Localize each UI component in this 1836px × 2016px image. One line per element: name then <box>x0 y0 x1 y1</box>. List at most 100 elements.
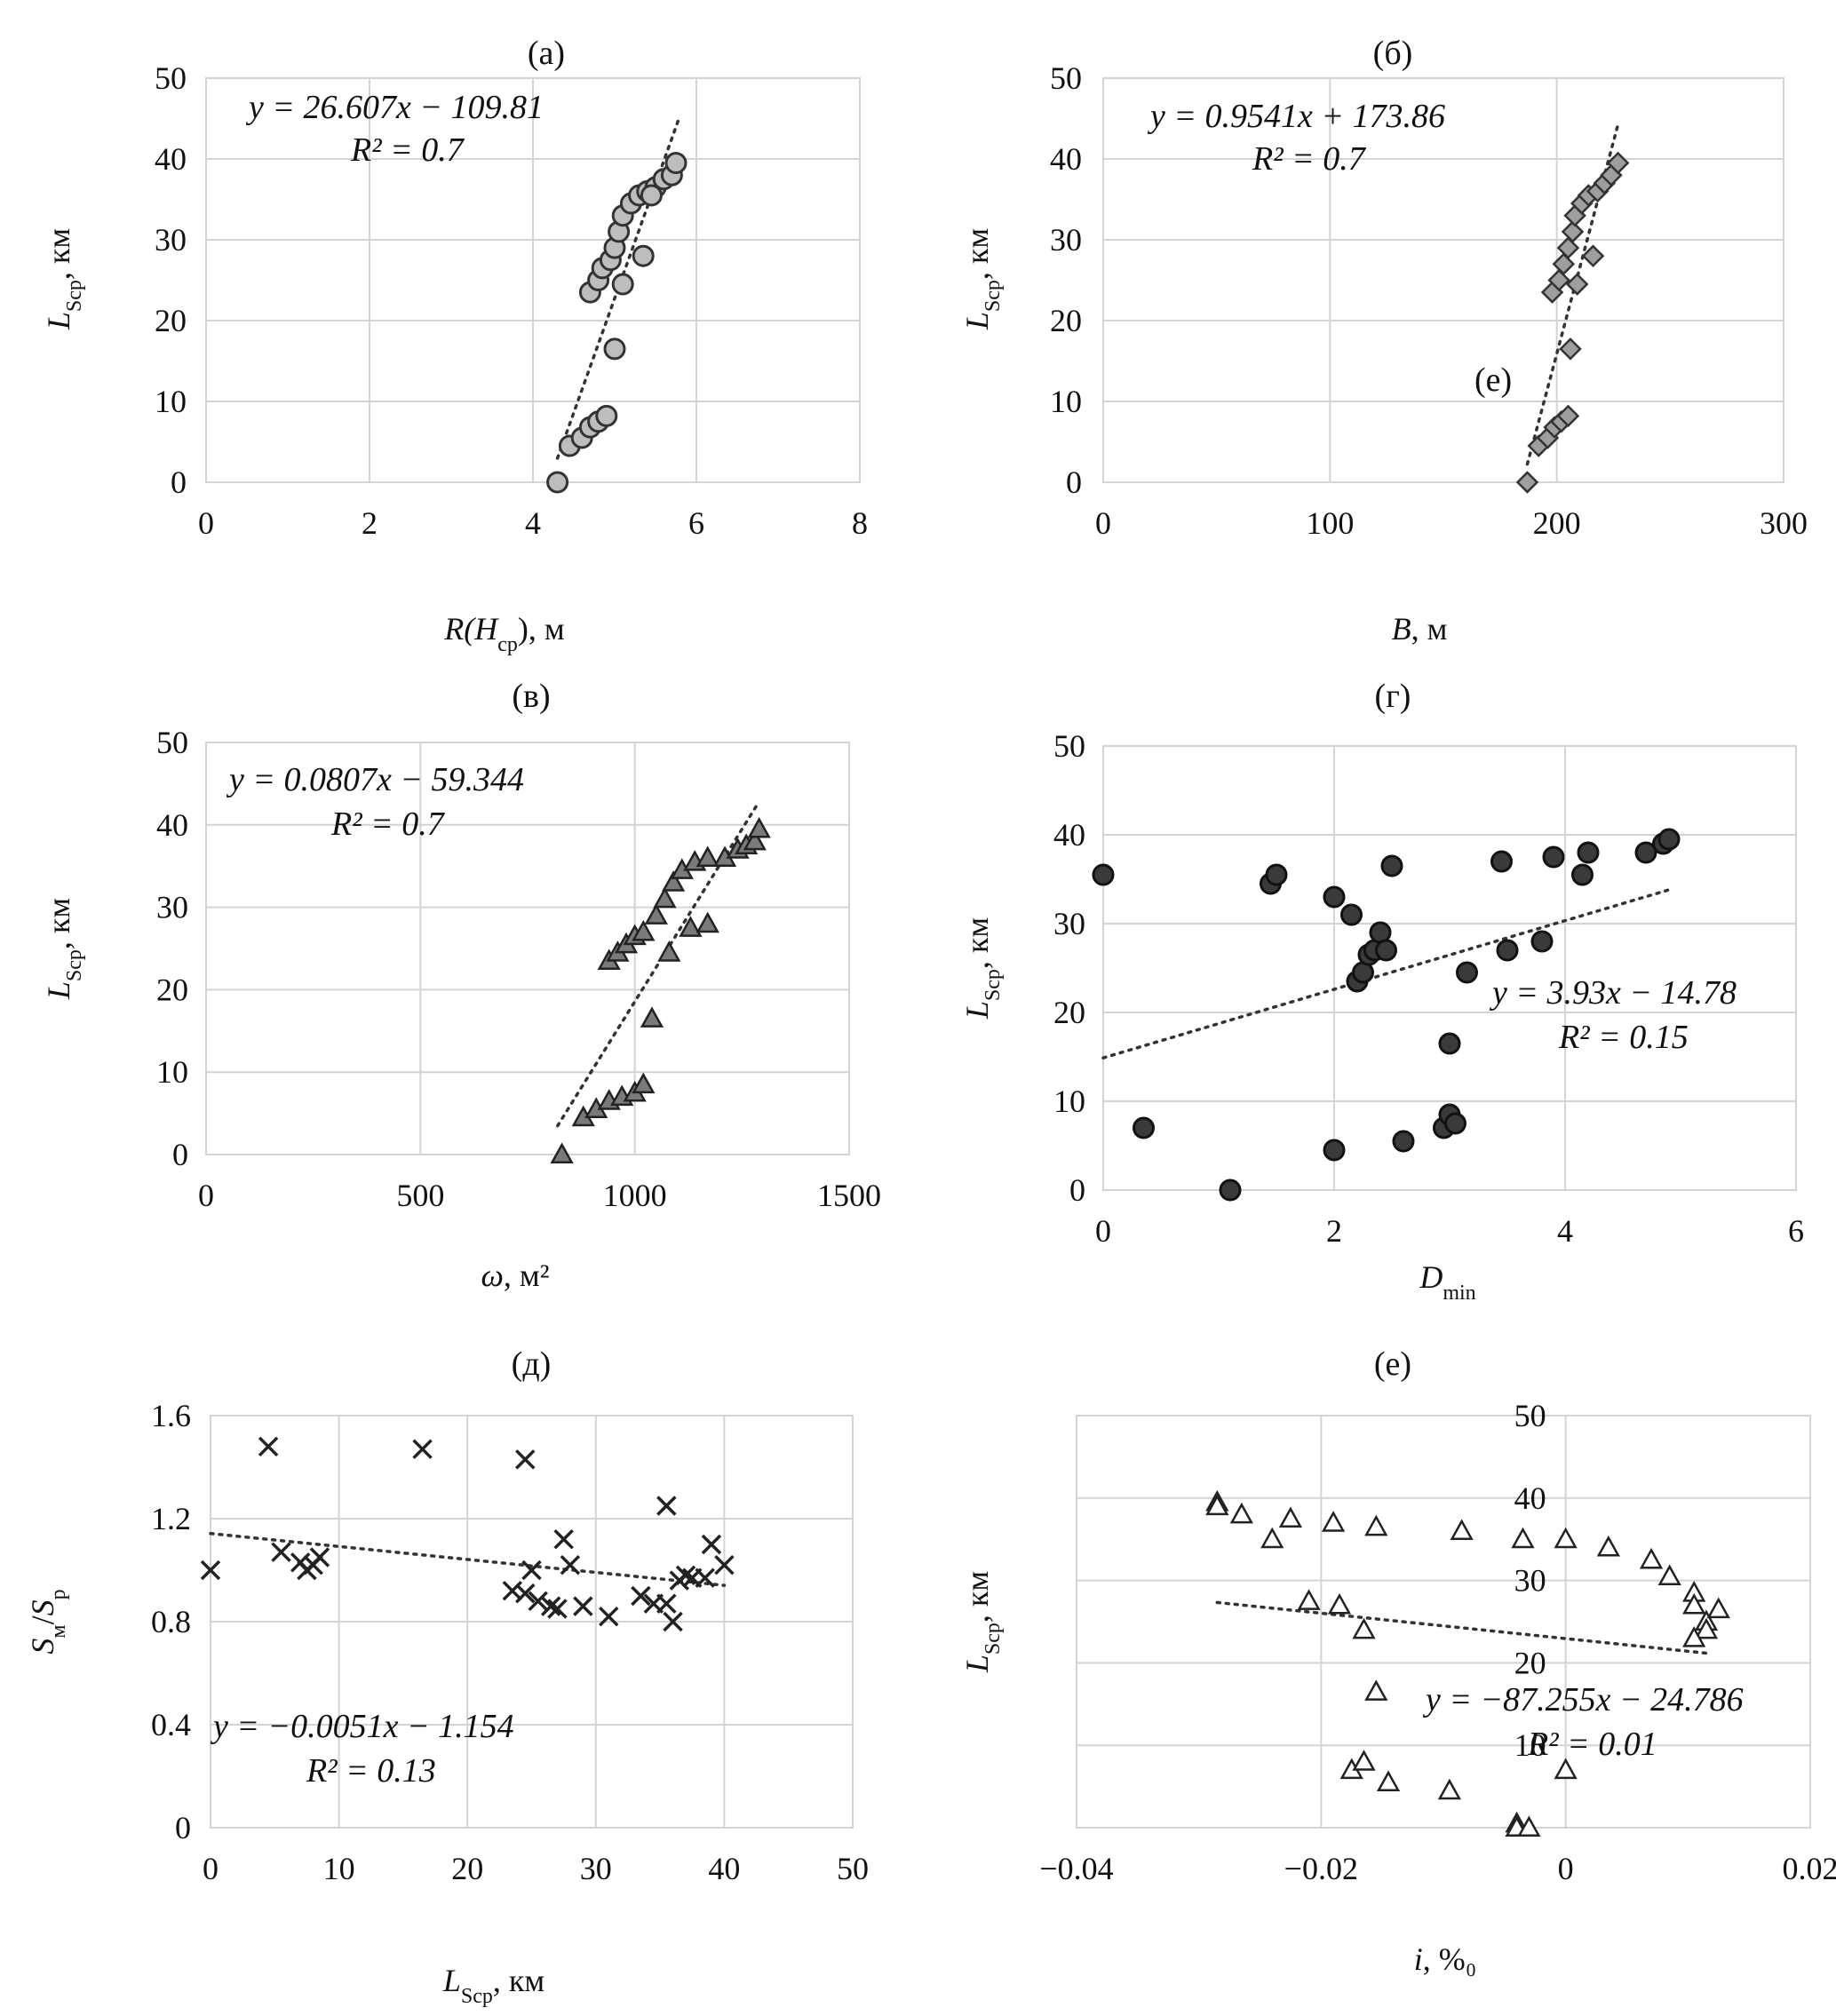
data-point <box>1380 854 1403 877</box>
x-axis-label: i, %₀ <box>1414 1941 1477 1977</box>
y-tick-label: 0 <box>1069 1172 1085 1208</box>
r-squared: R² = 0.01 <box>1527 1726 1657 1763</box>
x-tick-label: 30 <box>580 1851 612 1886</box>
data-point <box>1657 1564 1681 1586</box>
y-tick-label: 40 <box>1053 817 1085 853</box>
x-tick-label: −0.02 <box>1284 1851 1358 1886</box>
y-axis-label: LSср, км <box>41 228 86 330</box>
data-point <box>747 816 771 838</box>
data-point <box>656 1496 677 1516</box>
data-point <box>1556 404 1580 428</box>
data-point <box>540 1596 561 1616</box>
data-point <box>663 1611 683 1632</box>
data-point <box>675 1565 696 1586</box>
data-point <box>1515 471 1539 494</box>
x-tick-label: 50 <box>837 1851 869 1886</box>
data-point <box>695 911 719 933</box>
y-tick-label: 20 <box>156 972 188 1007</box>
y-tick-label: 0 <box>171 464 187 500</box>
data-point <box>1694 1617 1719 1639</box>
annotation: (е) <box>1474 361 1512 399</box>
y-tick-label: 40 <box>156 807 188 843</box>
data-point <box>1352 1617 1376 1639</box>
plot-area <box>205 742 850 1155</box>
trend-equation: y = −87.255x − 24.786 <box>1422 1681 1744 1718</box>
data-point <box>1542 845 1565 869</box>
data-point <box>657 941 681 962</box>
y-tick-label: 1.2 <box>151 1501 191 1536</box>
chart-title: (в) <box>512 678 550 715</box>
x-tick-label: 200 <box>1533 505 1581 541</box>
data-point <box>1565 273 1589 296</box>
y-tick-label: 20 <box>1514 1645 1546 1680</box>
data-point <box>1133 1116 1155 1139</box>
data-point <box>695 845 719 867</box>
x-axis-label: LSср, км <box>442 1963 544 2008</box>
x-tick-label: 1500 <box>817 1178 881 1213</box>
data-point <box>1340 903 1363 926</box>
data-point <box>632 1072 656 1094</box>
data-point <box>1260 1527 1284 1549</box>
y-tick-label: 10 <box>1053 1083 1085 1119</box>
y-tick-label: 20 <box>1053 995 1085 1030</box>
y-tick-label: 30 <box>1514 1563 1546 1599</box>
data-point <box>1657 828 1681 851</box>
data-point <box>632 244 655 267</box>
y-tick-label: 50 <box>155 60 187 96</box>
data-point <box>515 1583 536 1604</box>
x-axis-label: B, м <box>1392 611 1448 647</box>
x-tick-label: 4 <box>1557 1213 1573 1249</box>
data-point <box>1352 1750 1376 1771</box>
data-point <box>1323 885 1346 909</box>
x-tick-label: 500 <box>396 1178 444 1213</box>
r-squared: R² = 0.7 <box>1252 140 1367 178</box>
x-tick-label: 0 <box>1095 1213 1111 1249</box>
data-point <box>1321 1511 1346 1532</box>
data-point <box>1265 863 1288 886</box>
data-point <box>1456 961 1478 984</box>
data-point <box>1511 1527 1535 1549</box>
data-point <box>1606 151 1630 175</box>
data-point <box>1554 1527 1578 1549</box>
data-point <box>1554 1758 1578 1780</box>
y-tick-label: 30 <box>1053 906 1085 941</box>
chart-title: (е) <box>1374 1345 1411 1383</box>
data-point <box>1364 1514 1388 1536</box>
data-point <box>1450 1519 1474 1540</box>
x-tick-label: 40 <box>708 1851 740 1886</box>
trend-equation: y = 0.9541x + 173.86 <box>1147 98 1445 135</box>
data-point <box>603 337 626 361</box>
data-point <box>1556 236 1580 259</box>
data-point <box>1438 1032 1461 1055</box>
x-tick-label: 20 <box>451 1851 483 1886</box>
x-tick-label: 100 <box>1306 505 1354 541</box>
x-tick-label: 2 <box>362 505 378 541</box>
r-squared: R² = 0.13 <box>306 1752 436 1790</box>
data-point <box>573 1596 593 1616</box>
y-tick-label: 0 <box>1066 464 1082 500</box>
x-tick-label: 10 <box>323 1851 355 1886</box>
data-point <box>1639 1547 1664 1569</box>
chart-title: (д) <box>512 1345 552 1383</box>
x-tick-label: 0 <box>1095 505 1111 541</box>
trend-equation: y = 3.93x − 14.78 <box>1489 974 1737 1012</box>
y-tick-label: 40 <box>155 141 187 177</box>
trend-equation: y = 26.607x − 109.81 <box>245 89 544 126</box>
data-point <box>1552 252 1576 276</box>
data-point <box>1323 1139 1346 1162</box>
data-point <box>1092 863 1115 886</box>
data-point <box>701 1534 722 1555</box>
y-tick-label: 40 <box>1050 141 1082 177</box>
data-point <box>1444 1112 1466 1135</box>
data-point <box>595 404 618 427</box>
data-point <box>644 903 668 925</box>
chart-v: 0 500 1000 1500 0 10 20 30 40 50 (в) ω, м² LSср, км y… <box>41 678 881 1293</box>
trendline <box>556 799 761 1128</box>
chart-g: 0 2 4 6 0 10 20 30 40 50 (г) Dmin LSср, км y = 3.93x … <box>959 678 1804 1305</box>
data-point <box>1375 939 1397 962</box>
y-tick-label: 0.4 <box>151 1707 191 1742</box>
trendline <box>1215 1600 1708 1655</box>
y-axis-label: LSср, км <box>41 898 86 1000</box>
y-tick-label: 0 <box>175 1810 191 1845</box>
x-tick-label: 2 <box>1326 1213 1342 1249</box>
